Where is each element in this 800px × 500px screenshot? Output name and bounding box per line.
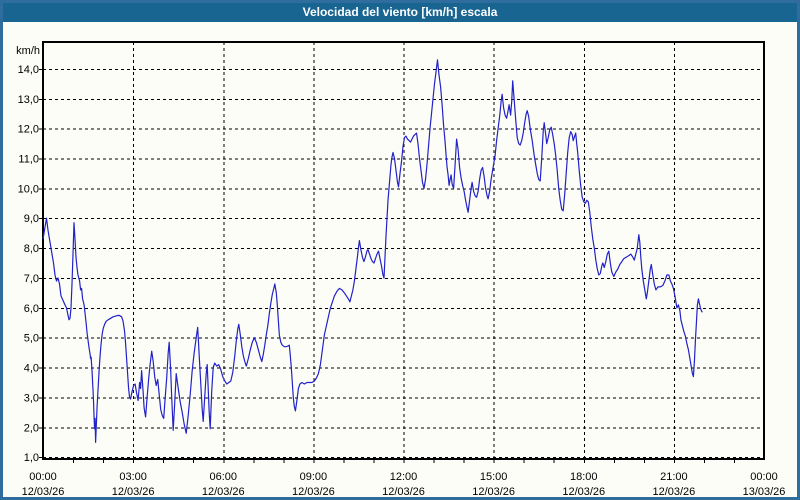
x-tick-date-label: 12/03/26 xyxy=(652,486,695,497)
y-tick-label: 2,0 xyxy=(24,422,39,434)
y-tick-label: 3,0 xyxy=(24,392,39,404)
chart-area: km/h 1,0 2,0 3,0 4,0 5,0 6,0 7,0 8,0 9,0 10,0 11,0 1… xyxy=(3,22,797,497)
x-tick-time-label: 00:00 xyxy=(29,471,57,483)
y-tick-label: 1,0 xyxy=(24,452,39,464)
x-tick-date-label: 12/03/26 xyxy=(112,486,155,497)
chart-svg: km/h 1,0 2,0 3,0 4,0 5,0 6,0 7,0 8,0 9,0 10,0 11,0 1… xyxy=(16,41,785,497)
x-tick-time-label: 03:00 xyxy=(119,471,147,483)
x-tick-date-label: 12/03/26 xyxy=(202,486,245,497)
y-tick-label: 7,0 xyxy=(24,273,39,285)
gridlines xyxy=(43,42,764,459)
x-tick-time-label: 12:00 xyxy=(390,471,418,483)
y-tick-label: 5,0 xyxy=(24,333,39,345)
x-tick-date-label: 12/03/26 xyxy=(562,486,605,497)
x-tick-date-label: 12/03/26 xyxy=(472,486,515,497)
y-tick-label: 14,0 xyxy=(18,64,39,76)
wind-speed-line xyxy=(42,59,703,443)
y-axis-unit-label: km/h xyxy=(16,45,40,57)
y-tick-label: 12,0 xyxy=(18,124,39,136)
x-tick-date-label: 12/03/26 xyxy=(382,486,425,497)
x-tick-date-label: 12/03/26 xyxy=(22,486,65,497)
axis-labels: km/h 1,0 2,0 3,0 4,0 5,0 6,0 7,0 8,0 9,0 10,0 11,0 1… xyxy=(16,45,785,497)
x-tick-time-label: 06:00 xyxy=(209,471,237,483)
y-tick-label: 10,0 xyxy=(18,183,39,195)
x-tick-time-label: 09:00 xyxy=(300,471,328,483)
y-tick-label: 8,0 xyxy=(24,243,39,255)
x-tick-time-label: 21:00 xyxy=(660,471,688,483)
y-tick-label: 4,0 xyxy=(24,363,39,375)
y-tick-label: 6,0 xyxy=(24,303,39,315)
plot-border xyxy=(42,41,765,460)
y-tick-label: 13,0 xyxy=(18,94,39,106)
x-tick-date-label: 13/03/26 xyxy=(743,486,786,497)
title-bar: Velocidad del viento [km/h] escala xyxy=(3,3,797,22)
chart-title: Velocidad del viento [km/h] escala xyxy=(302,5,498,19)
x-tick-time-label: 00:00 xyxy=(750,471,778,483)
x-tick-date-label: 12/03/26 xyxy=(292,486,335,497)
x-tick-time-label: 18:00 xyxy=(570,471,598,483)
y-tick-label: 11,0 xyxy=(18,153,39,165)
x-tick-time-label: 15:00 xyxy=(480,471,508,483)
y-tick-label: 9,0 xyxy=(24,213,39,225)
